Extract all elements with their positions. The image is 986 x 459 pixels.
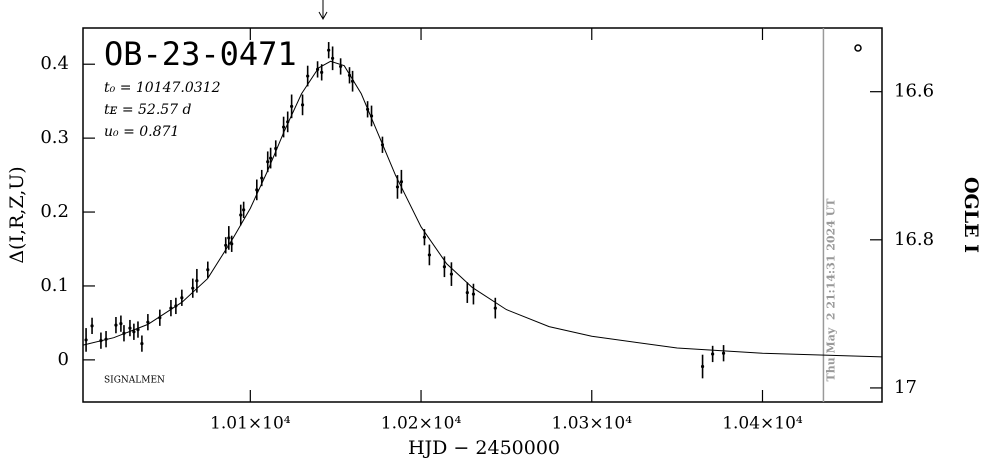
data-point — [255, 188, 259, 192]
data-point — [366, 107, 370, 111]
data-point — [427, 253, 432, 257]
x-tick-label: 1.01×10⁴ — [210, 414, 291, 434]
data-point — [471, 292, 476, 296]
plot-frame — [82, 27, 883, 403]
data-point — [286, 120, 290, 124]
data-point — [158, 316, 162, 320]
data-point — [104, 337, 108, 341]
data-point — [266, 160, 270, 164]
data-point — [269, 156, 273, 160]
data-point — [128, 326, 132, 330]
annotation: t₀ = 10147.0312 — [104, 80, 221, 96]
data-point — [227, 236, 231, 240]
now-label: Thu May 2 21:14:31 2024 UT — [824, 198, 837, 382]
data-point — [206, 268, 210, 272]
data-point — [422, 235, 427, 239]
data-point — [711, 352, 715, 356]
data-point — [449, 272, 454, 276]
y-tick-label: 0.2 — [40, 201, 69, 222]
data-point — [99, 339, 103, 343]
x-tick-label: 1.03×10⁴ — [551, 414, 632, 434]
footer-label: SIGNALMEN — [104, 376, 165, 386]
data-point — [195, 279, 199, 283]
data-point — [350, 79, 355, 83]
peak-arrow-head — [318, 11, 328, 21]
data-point — [84, 338, 88, 342]
data-point — [339, 64, 343, 69]
data-point — [274, 146, 278, 151]
y-tick-label: 0.4 — [40, 53, 69, 74]
data-point — [315, 67, 320, 71]
data-point — [290, 104, 294, 108]
x-tick-label: 1.02×10⁴ — [381, 414, 462, 434]
annotation: tᴇ = 52.57 d — [104, 102, 192, 118]
data-point — [260, 176, 264, 180]
data-point — [369, 114, 374, 118]
data-point — [331, 56, 335, 60]
y2-tick-label: 16.8 — [894, 229, 934, 250]
model-curve — [82, 60, 883, 358]
y2-tick-label: 17 — [894, 377, 917, 398]
data-point — [132, 330, 136, 334]
data-point — [242, 208, 246, 212]
data-point — [174, 304, 178, 308]
data-point — [442, 265, 447, 269]
chart-title: OB-23-0471 — [104, 35, 297, 73]
data-point — [380, 143, 385, 147]
data-point — [122, 331, 126, 335]
data-point — [721, 351, 726, 355]
y2-tick-label: 16.6 — [894, 81, 934, 102]
symbol — [854, 44, 862, 52]
annotation: u₀ = 0.871 — [104, 124, 179, 140]
data-point — [347, 73, 352, 77]
y-tick-label: 0.1 — [40, 275, 69, 296]
data-point — [300, 103, 305, 107]
y-tick-label: 0.3 — [40, 127, 69, 148]
data-point — [180, 296, 184, 300]
data-point — [224, 243, 228, 247]
data-point — [191, 286, 195, 290]
data-point — [282, 125, 286, 129]
data-point — [327, 48, 331, 52]
data-point — [239, 213, 243, 217]
y-axis-label: Δ(I,R,Z,U) — [6, 166, 28, 263]
x-axis-label: HJD − 2450000 — [408, 437, 560, 459]
data-point — [700, 364, 705, 369]
data-point — [306, 74, 310, 78]
y2-axis-label: OGLE I — [960, 177, 982, 253]
data-point — [465, 291, 469, 295]
data-point — [395, 185, 400, 189]
data-point — [146, 320, 150, 324]
data-point — [140, 342, 144, 346]
data-point — [320, 70, 324, 74]
data-point — [493, 306, 497, 310]
x-tick-label: 1.04×10⁴ — [722, 414, 803, 434]
data-point — [90, 324, 94, 328]
data-point — [114, 323, 118, 327]
y-tick-label: 0 — [58, 349, 69, 370]
data-point — [136, 327, 140, 332]
data-point — [119, 322, 123, 326]
data-point — [169, 306, 173, 310]
data-point — [399, 180, 404, 184]
data-point — [230, 242, 234, 246]
